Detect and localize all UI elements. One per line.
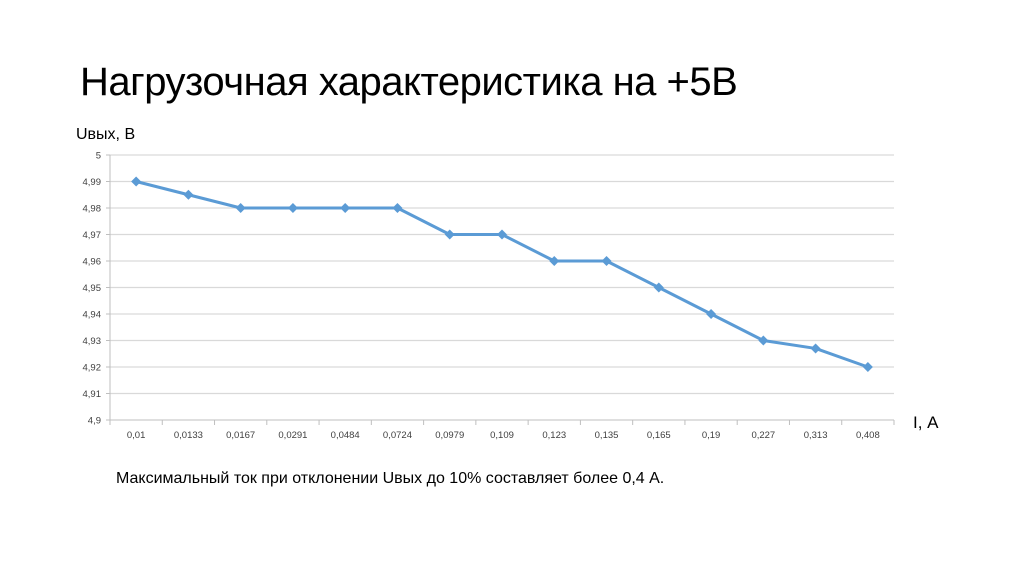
y-axis-label: Uвых, В (76, 126, 136, 143)
x-tick-label: 0,0133 (174, 430, 203, 441)
slide-title: Нагрузочная характеристика на +5В (80, 60, 738, 104)
x-tick-label: 0,408 (856, 430, 880, 441)
data-point-marker (444, 229, 455, 240)
data-point-marker (758, 335, 769, 346)
series-line (135, 180, 869, 369)
data-point-marker (810, 343, 821, 354)
data-point-marker (706, 309, 717, 319)
data-point-marker (131, 176, 142, 187)
x-tick-label: 0,109 (490, 430, 514, 441)
y-tick-label: 4,91 (83, 389, 102, 400)
data-point-marker (497, 229, 507, 240)
caption-text: Максимальный ток при отклонении Uвых до … (116, 470, 665, 487)
data-point-marker (549, 256, 560, 266)
data-point-marker (862, 362, 873, 372)
x-tick-label: 0,227 (751, 430, 775, 441)
y-tick-label: 4,98 (83, 204, 102, 215)
data-point-marker (653, 282, 664, 293)
data-point-marker (183, 189, 194, 200)
x-tick-label: 0,0979 (435, 430, 464, 441)
x-tick-label: 0,135 (595, 430, 619, 441)
data-point-marker (340, 203, 351, 213)
y-tick-label: 4,96 (83, 257, 102, 268)
x-tick-label: 0,0167 (226, 430, 255, 441)
y-tick-label: 5 (96, 151, 101, 162)
x-axis-label: I, А (913, 413, 939, 432)
x-tick-label: 0,123 (542, 430, 566, 441)
x-tick-label: 0,01 (127, 430, 146, 441)
x-tick-label: 0,0484 (331, 430, 360, 441)
data-point-marker (601, 256, 612, 266)
y-tick-label: 4,93 (83, 336, 102, 347)
y-tick-label: 4,92 (83, 363, 102, 374)
y-tick-label: 4,95 (83, 283, 102, 294)
y-tick-label: 4,9 (88, 416, 101, 427)
x-tick-label: 0,165 (647, 430, 671, 441)
x-tick-label: 0,313 (804, 430, 828, 441)
data-point-marker (235, 203, 246, 213)
x-tick-label: 0,19 (702, 430, 721, 441)
x-tick-label: 0,0724 (383, 430, 412, 441)
data-point-marker (392, 203, 403, 213)
data-point-marker (287, 203, 298, 213)
y-tick-label: 4,99 (83, 177, 102, 188)
x-tick-label: 0,0291 (278, 430, 307, 441)
y-tick-label: 4,94 (83, 310, 102, 321)
y-tick-label: 4,97 (83, 230, 102, 241)
